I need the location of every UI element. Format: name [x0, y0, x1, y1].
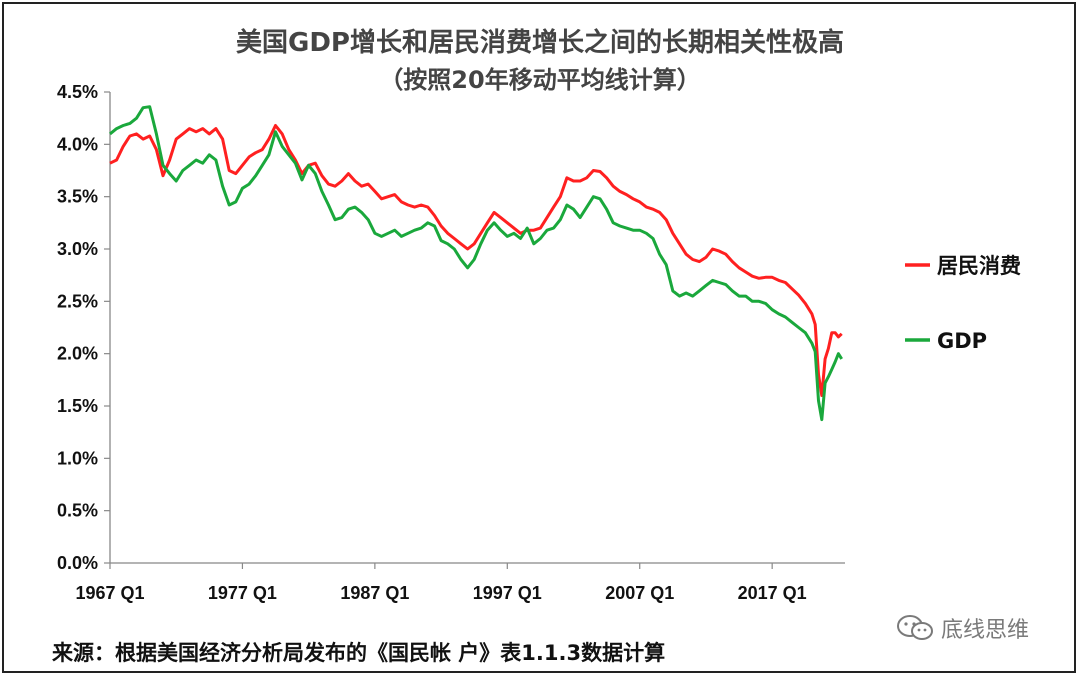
legend-label: GDP	[937, 329, 987, 353]
source-note: 来源：根据美国经济分析局发布的《国民帐 户》表1.1.3数据计算	[52, 641, 666, 665]
y-tick-label: 4.0%	[57, 134, 98, 154]
x-tick-label: 1967 Q1	[75, 583, 144, 603]
y-tick-label: 2.5%	[57, 291, 98, 311]
x-tick-label: 1987 Q1	[340, 583, 409, 603]
y-tick-label: 1.0%	[57, 448, 98, 468]
y-tick-label: 2.0%	[57, 344, 98, 364]
y-tick-label: 3.0%	[57, 239, 98, 259]
watermark: 底线思维	[895, 612, 1029, 644]
series-line-consumption	[109, 124, 843, 397]
watermark-text: 底线思维	[941, 618, 1030, 643]
x-tick-label: 2007 Q1	[605, 583, 674, 603]
y-tick-label: 3.5%	[57, 187, 98, 207]
x-tick-label: 1997 Q1	[473, 583, 542, 603]
y-tick-label: 4.5%	[57, 82, 98, 102]
wechat-icon	[897, 615, 933, 640]
legend-label: 居民消费	[937, 254, 1021, 278]
chart-title: 美国GDP增长和居民消费增长之间的长期相关性极高	[236, 28, 844, 58]
y-tick-label: 0.0%	[57, 553, 98, 573]
x-tick-label: 1977 Q1	[208, 583, 277, 603]
x-tick-label: 2017 Q1	[738, 583, 807, 603]
chart-subtitle: （按照20年移动平均线计算）	[379, 66, 701, 94]
y-tick-label: 0.5%	[57, 501, 98, 521]
y-tick-label: 1.5%	[57, 396, 98, 416]
series-line-gdp	[109, 105, 843, 422]
